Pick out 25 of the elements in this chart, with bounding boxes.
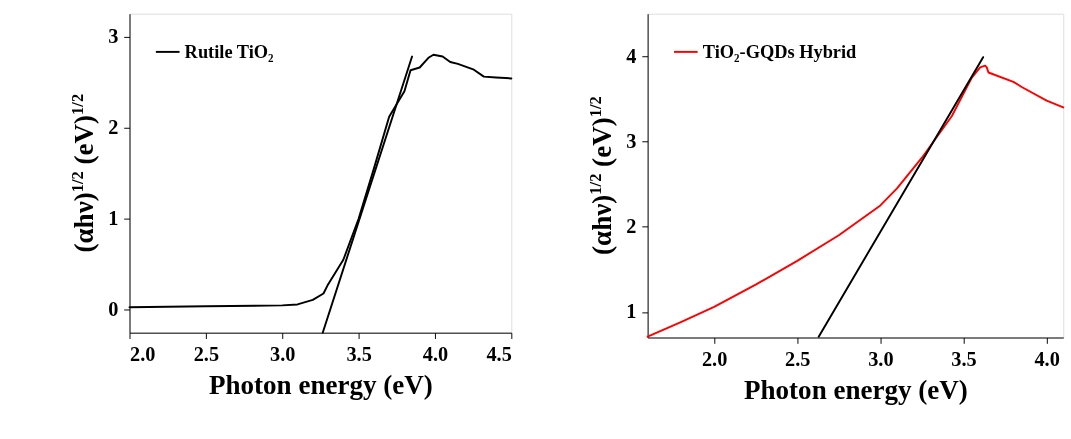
y-tick-label: 2 bbox=[108, 115, 119, 138]
x-tick-label: 3.0 bbox=[868, 348, 894, 371]
y-tick-label: 3 bbox=[626, 129, 637, 152]
x-tick-label: 3.0 bbox=[270, 343, 296, 366]
x-tick-label: 2.0 bbox=[701, 348, 728, 371]
legend-label: TiO₂-GQDs Hybrid bbox=[702, 41, 857, 62]
y-axis-title: (αhν)1/2 (eV)1/2 bbox=[585, 96, 617, 255]
x-tick-label: 2.5 bbox=[785, 348, 811, 371]
y-tick-label: 1 bbox=[108, 207, 119, 230]
x-tick-label: 2.5 bbox=[193, 343, 220, 366]
y-tick-label: 4 bbox=[626, 44, 637, 67]
y-tick-label: 0 bbox=[108, 298, 119, 321]
x-tick-label: 3.5 bbox=[346, 343, 372, 366]
x-axis-title: Photon energy (eV) bbox=[744, 374, 968, 405]
x-tick-label: 3.5 bbox=[951, 348, 977, 371]
x-tick-label: 4.0 bbox=[422, 343, 449, 366]
y-tick-label: 2 bbox=[626, 215, 637, 238]
x-axis-title: Photon energy (eV) bbox=[208, 370, 433, 401]
y-tick-label: 3 bbox=[108, 24, 119, 47]
x-tick-label: 2.0 bbox=[130, 343, 156, 366]
x-tick-label: 4.5 bbox=[486, 343, 512, 366]
y-axis-title: (αhν)1/2 (eV)1/2 bbox=[67, 93, 99, 253]
y-tick-label: 1 bbox=[626, 300, 637, 323]
legend-label: Rutile TiO₂ bbox=[184, 41, 275, 62]
x-tick-label: 4.0 bbox=[1034, 348, 1060, 371]
